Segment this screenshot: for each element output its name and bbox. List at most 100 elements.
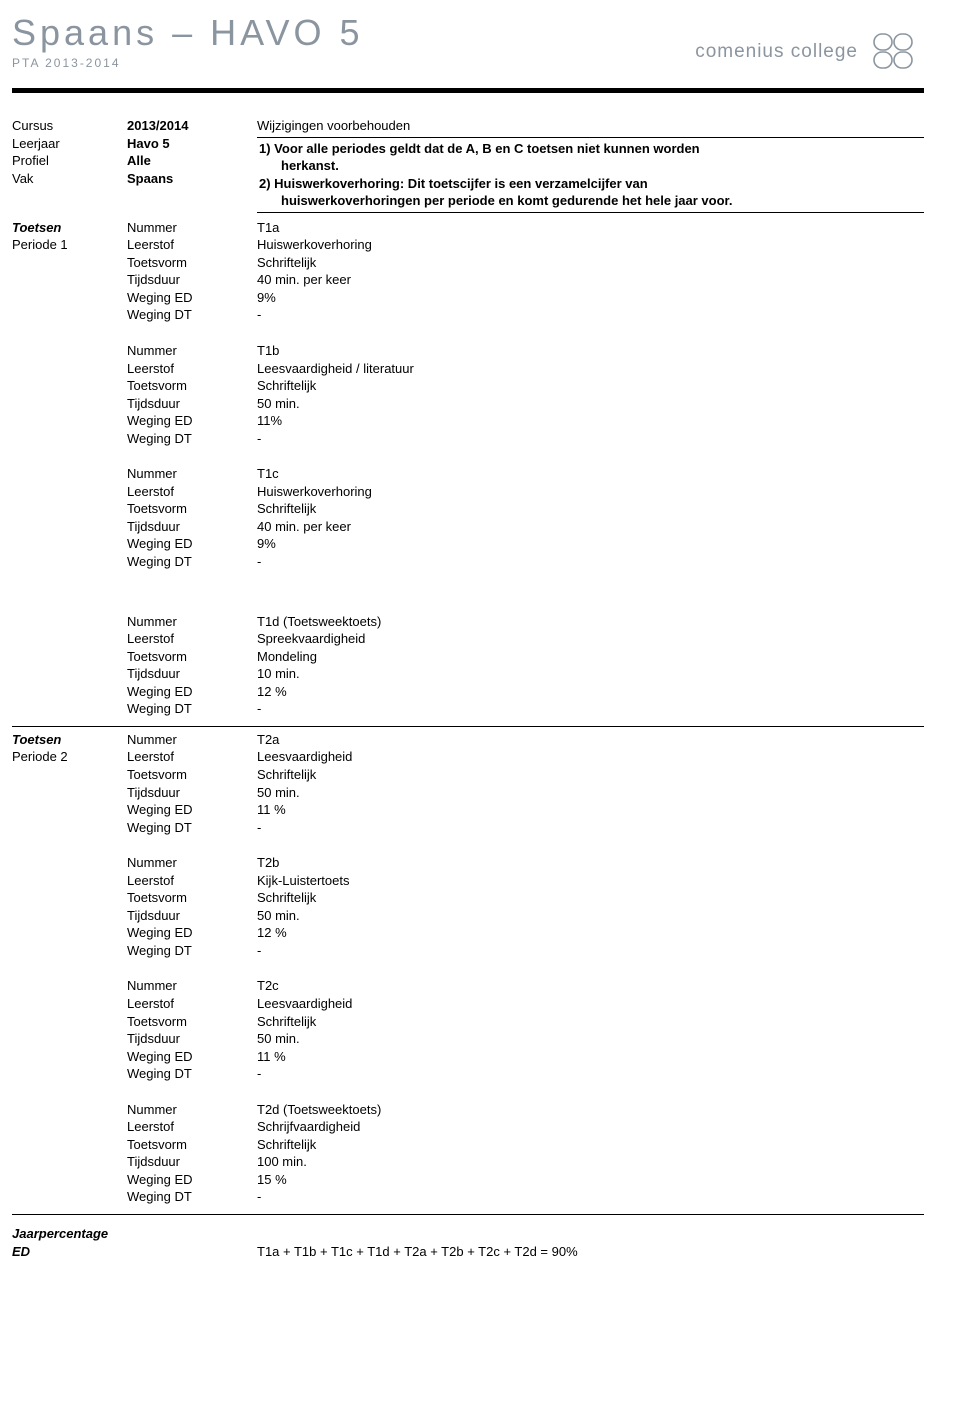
mid-block: Nummer Leerstof Toetsvorm Tijdsduur Wegi… bbox=[127, 977, 257, 1082]
note-line-1a: 1) Voor alle periodes geldt dat de A, B … bbox=[259, 140, 922, 158]
mid-weging-ed: Weging ED bbox=[127, 924, 257, 942]
t1c-dt: - bbox=[257, 553, 924, 571]
mid-block: Nummer Leerstof Toetsvorm Tijdsduur Wegi… bbox=[127, 465, 257, 570]
note-line-2a: 2) Huiswerkoverhoring: Dit toetscijfer i… bbox=[259, 175, 922, 193]
mid-leerstof: Leerstof bbox=[127, 360, 257, 378]
brand-text: comenius college bbox=[695, 41, 858, 63]
page: Spaans – HAVO 5 PTA 2013-2014 comenius c… bbox=[0, 0, 960, 1290]
test-t2c: T2c Leesvaardigheid Schriftelijk 50 min.… bbox=[257, 977, 924, 1082]
t1a-leer: Huiswerkoverhoring bbox=[257, 236, 924, 254]
note-box: 1) Voor alle periodes geldt dat de A, B … bbox=[257, 137, 924, 213]
title-block: Spaans – HAVO 5 PTA 2013-2014 bbox=[12, 12, 695, 70]
t2a-vorm: Schriftelijk bbox=[257, 766, 924, 784]
t1b-leer: Leesvaardigheid / literatuur bbox=[257, 360, 924, 378]
t2d-vorm: Schriftelijk bbox=[257, 1136, 924, 1154]
table-row: Nummer Leerstof Toetsvorm Tijdsduur Wegi… bbox=[12, 977, 924, 1100]
mid-tijdsduur: Tijdsduur bbox=[127, 1030, 257, 1048]
mid-tijdsduur: Tijdsduur bbox=[127, 1153, 257, 1171]
t2d-num: T2d (Toetsweektoets) bbox=[257, 1101, 924, 1119]
t2b-num: T2b bbox=[257, 854, 924, 872]
test-t1a: T1a Huiswerkoverhoring Schriftelijk 40 m… bbox=[257, 219, 924, 324]
mid-tijdsduur: Tijdsduur bbox=[127, 665, 257, 683]
mid-weging-ed: Weging ED bbox=[127, 1048, 257, 1066]
mid-toetsvorm: Toetsvorm bbox=[127, 1013, 257, 1031]
content-table: Cursus Leerjaar Profiel Vak 2013/2014 Ha… bbox=[12, 117, 924, 1260]
brand: comenius college bbox=[695, 30, 924, 74]
mid-tijdsduur: Tijdsduur bbox=[127, 518, 257, 536]
mid-block: Nummer Leerstof Toetsvorm Tijdsduur Wegi… bbox=[127, 219, 257, 324]
mid-weging-dt: Weging DT bbox=[127, 553, 257, 571]
label-jaarpercentage: Jaarpercentage bbox=[12, 1225, 127, 1243]
mid-weging-ed: Weging ED bbox=[127, 683, 257, 701]
table-row: Nummer Leerstof Toetsvorm Tijdsduur Wegi… bbox=[12, 854, 924, 977]
mid-toetsvorm: Toetsvorm bbox=[127, 377, 257, 395]
mid-nummer: Nummer bbox=[127, 342, 257, 360]
mid-block: Nummer Leerstof Toetsvorm Tijdsduur Wegi… bbox=[127, 1101, 257, 1206]
t1d-vorm: Mondeling bbox=[257, 648, 924, 666]
t2b-tijd: 50 min. bbox=[257, 907, 924, 925]
t1d-tijd: 10 min. bbox=[257, 665, 924, 683]
page-subtitle: PTA 2013-2014 bbox=[12, 56, 695, 70]
mid-weging-ed: Weging ED bbox=[127, 412, 257, 430]
t2a-num: T2a bbox=[257, 731, 924, 749]
header-row: Spaans – HAVO 5 PTA 2013-2014 comenius c… bbox=[12, 12, 924, 74]
t1d-dt: - bbox=[257, 700, 924, 718]
label-leerjaar: Leerjaar bbox=[12, 135, 127, 153]
table-row bbox=[12, 589, 924, 613]
mid-nummer: Nummer bbox=[127, 1101, 257, 1119]
mid-weging-dt: Weging DT bbox=[127, 819, 257, 837]
page-title: Spaans – HAVO 5 bbox=[12, 12, 695, 54]
mid-tijdsduur: Tijdsduur bbox=[127, 784, 257, 802]
t1c-num: T1c bbox=[257, 465, 924, 483]
t2c-num: T2c bbox=[257, 977, 924, 995]
t1b-tijd: 50 min. bbox=[257, 395, 924, 413]
mid-weging-dt: Weging DT bbox=[127, 306, 257, 324]
note-line-1b: herkanst. bbox=[259, 157, 922, 175]
t2c-tijd: 50 min. bbox=[257, 1030, 924, 1048]
table-row-footer: Jaarpercentage ED T1a + T1b + T1c + T1d … bbox=[12, 1215, 924, 1260]
label-toetsen: Toetsen bbox=[12, 731, 127, 749]
test-t1b: T1b Leesvaardigheid / literatuur Schrift… bbox=[257, 342, 924, 447]
mid-tijdsduur: Tijdsduur bbox=[127, 271, 257, 289]
test-t1d: T1d (Toetsweektoets) Spreekvaardigheid M… bbox=[257, 613, 924, 718]
mid-nummer: Nummer bbox=[127, 219, 257, 237]
label-periode2: Periode 2 bbox=[12, 748, 127, 766]
t1a-dt: - bbox=[257, 306, 924, 324]
t2d-dt: - bbox=[257, 1188, 924, 1206]
mid-leerstof: Leerstof bbox=[127, 483, 257, 501]
mid-tijdsduur: Tijdsduur bbox=[127, 395, 257, 413]
value-leerjaar: Havo 5 bbox=[127, 135, 257, 153]
mid-tijdsduur: Tijdsduur bbox=[127, 907, 257, 925]
mid-leerstof: Leerstof bbox=[127, 872, 257, 890]
mid-weging-dt: Weging DT bbox=[127, 700, 257, 718]
label-cursus: Cursus bbox=[12, 117, 127, 135]
test-t2a: T2a Leesvaardigheid Schriftelijk 50 min.… bbox=[257, 731, 924, 836]
t2b-dt: - bbox=[257, 942, 924, 960]
table-row: Cursus Leerjaar Profiel Vak 2013/2014 Ha… bbox=[12, 117, 924, 219]
mid-nummer: Nummer bbox=[127, 854, 257, 872]
table-row: Nummer Leerstof Toetsvorm Tijdsduur Wegi… bbox=[12, 1101, 924, 1215]
mid-weging-ed: Weging ED bbox=[127, 1171, 257, 1189]
mid-block: Nummer Leerstof Toetsvorm Tijdsduur Wegi… bbox=[127, 731, 257, 836]
divider bbox=[12, 88, 924, 93]
table-row: Nummer Leerstof Toetsvorm Tijdsduur Wegi… bbox=[12, 342, 924, 465]
mid-weging-ed: Weging ED bbox=[127, 535, 257, 553]
t2d-tijd: 100 min. bbox=[257, 1153, 924, 1171]
t1b-vorm: Schriftelijk bbox=[257, 377, 924, 395]
table-row: Toetsen Periode 2 Nummer Leerstof Toetsv… bbox=[12, 727, 924, 854]
t1b-num: T1b bbox=[257, 342, 924, 360]
note-heading: Wijzigingen voorbehouden bbox=[257, 117, 924, 135]
table-row: Nummer Leerstof Toetsvorm Tijdsduur Wegi… bbox=[12, 465, 924, 588]
t1a-tijd: 40 min. per keer bbox=[257, 271, 924, 289]
t1d-num: T1d (Toetsweektoets) bbox=[257, 613, 924, 631]
mid-leerstof: Leerstof bbox=[127, 748, 257, 766]
t2a-ed: 11 % bbox=[257, 801, 924, 819]
label-periode1: Periode 1 bbox=[12, 236, 127, 254]
mid-block: Nummer Leerstof Toetsvorm Tijdsduur Wegi… bbox=[127, 342, 257, 447]
t1a-vorm: Schriftelijk bbox=[257, 254, 924, 272]
t1a-ed: 9% bbox=[257, 289, 924, 307]
t2c-vorm: Schriftelijk bbox=[257, 1013, 924, 1031]
mid-weging-ed: Weging ED bbox=[127, 289, 257, 307]
t1c-tijd: 40 min. per keer bbox=[257, 518, 924, 536]
mid-nummer: Nummer bbox=[127, 465, 257, 483]
